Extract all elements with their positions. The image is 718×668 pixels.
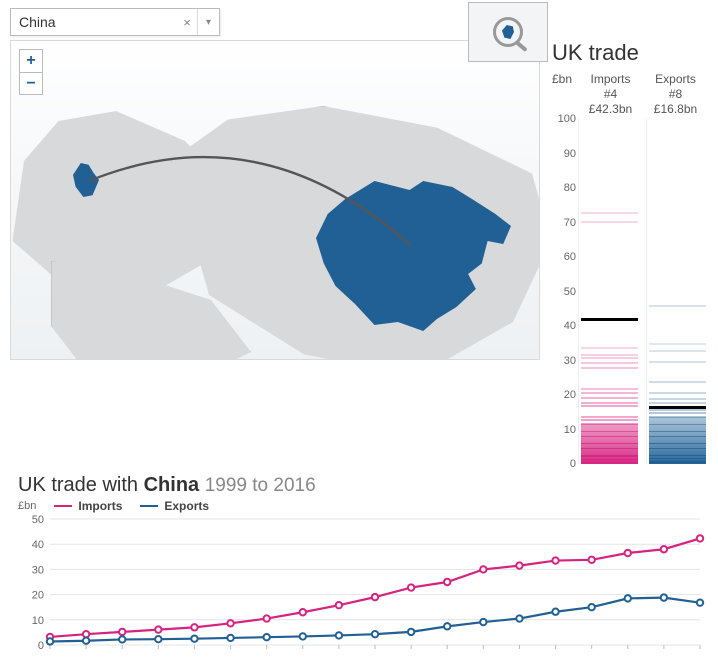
svg-text:30: 30 <box>32 564 44 576</box>
imports-swatch <box>54 505 72 507</box>
ts-unit: £bn <box>18 500 36 512</box>
timeseries-svg: 0 10 20 30 40 50 <box>10 513 708 663</box>
rank-title: UK trade <box>552 40 708 66</box>
chevron-down-icon[interactable]: ▾ <box>197 9 219 35</box>
exports-value: £16.8bn <box>643 102 708 117</box>
ts-years: 1999 to 2016 <box>205 475 316 496</box>
timeseries-chart: 0 10 20 30 40 50 <box>10 513 708 663</box>
clear-icon[interactable]: × <box>177 15 197 30</box>
zoom-in-button[interactable]: + <box>20 50 42 72</box>
ts-country: China <box>144 474 200 496</box>
exports-swatch <box>140 505 158 507</box>
country-selector[interactable]: China × ▾ <box>10 8 220 36</box>
zoom-control: + − <box>19 49 43 95</box>
uk-marker-icon <box>502 25 514 39</box>
imports-rank: #4 <box>578 87 643 102</box>
legend-exports: Exports <box>164 499 209 513</box>
svg-text:20: 20 <box>32 590 44 602</box>
rank-unit: £bn <box>552 72 578 117</box>
selected-country: China <box>11 14 177 30</box>
imports-rank-column <box>578 119 640 464</box>
zoom-out-button[interactable]: − <box>20 72 42 94</box>
svg-text:50: 50 <box>32 514 44 526</box>
timeseries-title: UK trade with China 1999 to 2016 <box>18 474 708 497</box>
ts-title-prefix: UK trade with <box>18 474 144 496</box>
magnifier-icon <box>493 17 523 47</box>
imports-value: £42.3bn <box>578 102 643 117</box>
ts-legend: £bn Imports Exports <box>50 499 718 513</box>
svg-text:0: 0 <box>38 640 44 652</box>
svg-text:10: 10 <box>32 615 44 627</box>
rank-panel: UK trade £bn Imports #4 £42.3bn Exports … <box>548 40 708 464</box>
svg-text:40: 40 <box>32 539 44 551</box>
imports-label: Imports <box>578 72 643 87</box>
exports-rank: #8 <box>643 87 708 102</box>
minimap[interactable] <box>468 2 548 62</box>
exports-label: Exports <box>643 72 708 87</box>
legend-imports: Imports <box>78 499 122 513</box>
rank-y-axis: 1009080706050403020100 <box>552 119 578 464</box>
trade-map[interactable]: + − <box>10 40 540 360</box>
exports-rank-column <box>646 119 708 464</box>
